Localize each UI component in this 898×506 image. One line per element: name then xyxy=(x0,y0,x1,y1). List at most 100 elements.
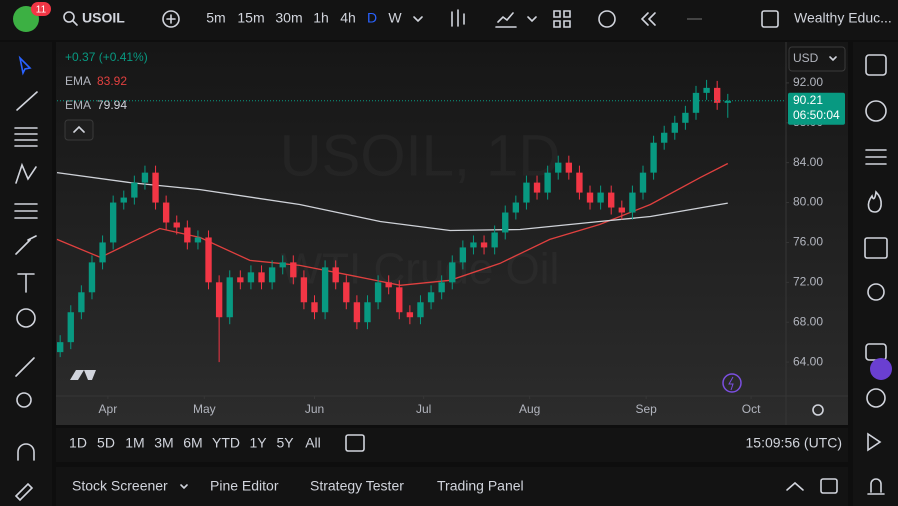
range-button[interactable]: 5D xyxy=(97,435,115,451)
cursor-tool[interactable] xyxy=(18,55,32,76)
candle-body xyxy=(141,172,149,183)
x-tick-label: Apr xyxy=(99,402,118,416)
range-button[interactable]: 1M xyxy=(125,435,144,451)
timeframe[interactable]: 15m xyxy=(237,10,264,26)
candle-body xyxy=(258,272,265,283)
bottom-tab[interactable]: Stock Screener xyxy=(72,478,168,494)
projection-tool[interactable] xyxy=(14,203,38,219)
timeframe[interactable]: 5m xyxy=(206,10,225,26)
streams[interactable] xyxy=(866,388,886,408)
ideas[interactable] xyxy=(867,283,885,301)
calendar[interactable] xyxy=(864,237,888,259)
range-button[interactable]: 1Y xyxy=(249,435,267,451)
range-button[interactable]: 3M xyxy=(154,435,173,451)
brush-tool[interactable] xyxy=(15,235,37,255)
candle-body xyxy=(427,292,435,303)
candle-body xyxy=(205,237,212,283)
timeframe[interactable]: 1h xyxy=(313,10,329,26)
screener-menu[interactable] xyxy=(180,484,188,490)
candle-body xyxy=(629,192,636,213)
candle-body xyxy=(311,302,318,313)
candle-body xyxy=(576,172,583,193)
candle-body xyxy=(173,222,180,228)
candle-body xyxy=(215,282,223,318)
legend-value: 83.92 xyxy=(97,74,127,88)
alerts[interactable] xyxy=(865,100,887,122)
collapse-legend xyxy=(73,125,85,133)
date-range[interactable] xyxy=(345,434,365,452)
currency[interactable]: USD xyxy=(793,51,819,65)
alert[interactable] xyxy=(598,10,616,28)
news[interactable] xyxy=(865,149,887,165)
candle-body xyxy=(109,202,117,243)
candle-body xyxy=(480,242,488,248)
range-button[interactable]: YTD xyxy=(212,435,240,451)
ruler-tool[interactable] xyxy=(15,357,35,377)
replay[interactable] xyxy=(640,12,656,26)
lightning xyxy=(728,376,734,391)
zoom-tool[interactable] xyxy=(16,392,32,408)
pattern-tool[interactable] xyxy=(15,162,37,184)
timeframe[interactable]: D xyxy=(367,10,377,26)
range-button[interactable]: 6M xyxy=(183,435,202,451)
watchlist[interactable] xyxy=(865,54,887,76)
candle-body xyxy=(247,272,255,283)
candle-body xyxy=(99,242,106,263)
layout-box[interactable] xyxy=(761,10,779,28)
text-tool[interactable] xyxy=(17,273,35,293)
candle-body xyxy=(57,342,64,353)
chart-type[interactable] xyxy=(451,9,465,27)
timeframe[interactable]: W xyxy=(388,10,402,26)
watermark: USOIL, 1D xyxy=(280,123,560,188)
range-button[interactable]: 1D xyxy=(69,435,87,451)
legend-name[interactable]: EMA xyxy=(65,98,91,112)
indicators[interactable] xyxy=(495,12,517,28)
account[interactable]: Wealthy Educ... xyxy=(794,10,892,26)
legend-name[interactable]: EMA xyxy=(65,74,91,88)
timeframe[interactable]: 4h xyxy=(340,10,356,26)
y-tick-label: 64.00 xyxy=(793,354,823,368)
emoji-tool[interactable] xyxy=(16,308,36,328)
maximize-panel[interactable] xyxy=(820,478,838,494)
candle-body xyxy=(353,302,361,323)
collapse-panel[interactable] xyxy=(786,481,804,491)
trend-line-tool[interactable] xyxy=(16,91,38,111)
candle-body xyxy=(237,277,244,283)
symbol[interactable]: USOIL xyxy=(82,10,125,26)
bottom-tab[interactable]: Trading Panel xyxy=(437,478,524,494)
search-icon xyxy=(72,20,78,26)
range-button[interactable]: 5Y xyxy=(276,435,294,451)
notifications[interactable] xyxy=(867,478,885,495)
add-symbol[interactable] xyxy=(162,10,180,28)
chart-panel xyxy=(56,42,848,425)
magnet-tool[interactable] xyxy=(17,443,35,461)
bottom-tab[interactable]: Strategy Tester xyxy=(310,478,404,494)
indicators-menu[interactable] xyxy=(527,16,537,23)
y-tick-label: 72.00 xyxy=(793,274,823,288)
search-icon[interactable] xyxy=(63,11,75,23)
ema-line xyxy=(56,171,728,232)
lightning[interactable] xyxy=(722,373,742,393)
candle-body xyxy=(512,202,520,213)
range-button[interactable]: All xyxy=(305,435,321,451)
right-toolbar xyxy=(853,42,898,506)
bottom-tab[interactable]: Pine Editor xyxy=(210,478,279,494)
candle-body xyxy=(438,282,445,293)
lock-tool[interactable] xyxy=(14,482,34,502)
replay-side[interactable] xyxy=(867,432,882,452)
candle-body xyxy=(374,282,382,303)
assistant[interactable] xyxy=(870,358,892,380)
candle-body xyxy=(470,242,477,248)
y-tick-label: 80.00 xyxy=(793,195,823,209)
timeframe[interactable]: 30m xyxy=(275,10,302,26)
x-tick-label: May xyxy=(193,402,216,416)
layouts[interactable] xyxy=(553,10,571,28)
hotlists[interactable] xyxy=(867,190,882,213)
currency-box[interactable] xyxy=(788,46,846,72)
fib-tool[interactable] xyxy=(14,127,38,147)
candle-body xyxy=(502,212,509,233)
settings[interactable] xyxy=(812,404,824,416)
collapse-legend[interactable] xyxy=(64,119,94,141)
candle-body xyxy=(703,87,710,93)
timeframe-menu[interactable] xyxy=(413,16,423,23)
